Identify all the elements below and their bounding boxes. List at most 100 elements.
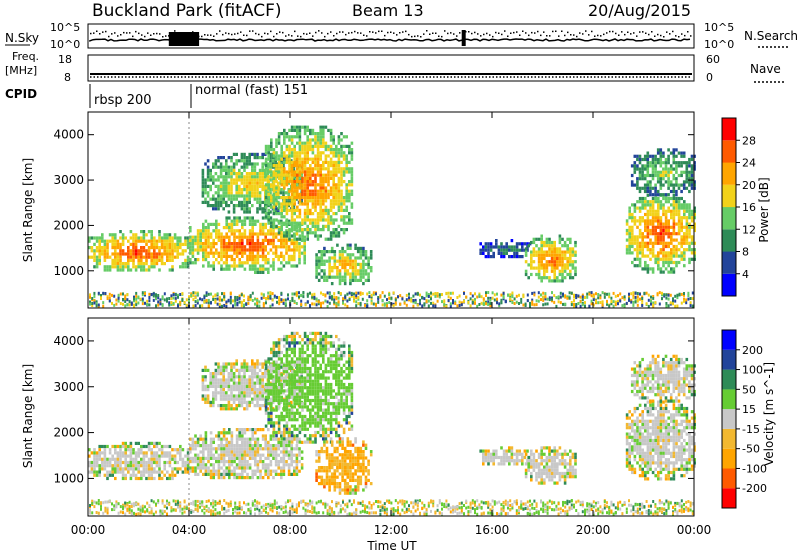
ground-scatter-cell bbox=[141, 299, 144, 303]
echo-cell bbox=[690, 164, 694, 168]
echo-cell bbox=[670, 260, 673, 265]
echo-cell bbox=[680, 173, 683, 178]
echo-cell bbox=[349, 262, 352, 266]
echo-cell bbox=[267, 267, 270, 271]
echo-cell bbox=[222, 168, 225, 172]
echo-cell bbox=[675, 209, 678, 213]
nsky-burst bbox=[168, 32, 200, 46]
echo-cell bbox=[311, 180, 315, 184]
echo-cell bbox=[267, 199, 270, 203]
echo-cell bbox=[324, 141, 328, 145]
ground-scatter-cell bbox=[247, 295, 250, 299]
ground-scatter-cell bbox=[493, 293, 496, 297]
nsearch-point bbox=[120, 34, 122, 36]
echo-cell bbox=[303, 157, 307, 161]
echo-cell bbox=[212, 181, 215, 185]
echo-cell bbox=[253, 156, 257, 160]
echo-cell bbox=[311, 132, 315, 136]
echo-cell bbox=[283, 202, 286, 206]
ground-scatter-cell bbox=[584, 301, 586, 305]
nsearch-point bbox=[504, 30, 506, 32]
echo-cell bbox=[351, 266, 355, 270]
echo-cell bbox=[553, 244, 556, 248]
echo-cell bbox=[508, 245, 511, 249]
echo-cell bbox=[335, 199, 338, 203]
echo-cell bbox=[248, 156, 251, 160]
ground-scatter-cell bbox=[353, 295, 355, 299]
echo-cell bbox=[137, 258, 140, 262]
echo-cell bbox=[173, 242, 177, 246]
echo-cell bbox=[641, 251, 644, 255]
nsearch-point bbox=[300, 35, 302, 38]
echo-cell bbox=[212, 264, 215, 268]
ground-scatter-cell bbox=[665, 296, 668, 300]
echo-cell bbox=[675, 232, 678, 236]
echo-cell bbox=[288, 189, 291, 193]
echo-cell bbox=[153, 255, 156, 259]
echo-cell bbox=[319, 192, 322, 196]
nsearch-point bbox=[399, 32, 401, 34]
echo-cell bbox=[638, 200, 642, 204]
echo-cell bbox=[309, 189, 312, 193]
echo-cell bbox=[484, 255, 488, 259]
echo-cell bbox=[646, 244, 650, 249]
echo-cell bbox=[675, 203, 678, 207]
nsearch-point bbox=[132, 35, 134, 38]
echo-cell bbox=[283, 231, 286, 235]
echo-cell bbox=[633, 238, 637, 242]
echo-cell bbox=[500, 248, 503, 252]
echo-cell bbox=[248, 251, 252, 255]
echo-cell bbox=[301, 196, 304, 200]
echo-cell bbox=[303, 176, 307, 180]
echo-cell bbox=[209, 447, 213, 451]
echo-cell bbox=[251, 204, 254, 208]
ground-scatter-cell bbox=[531, 291, 534, 295]
echo-cell bbox=[646, 154, 650, 158]
echo-cell bbox=[253, 191, 257, 195]
echo-cell bbox=[134, 460, 138, 465]
echo-cell bbox=[282, 245, 286, 249]
echo-cell bbox=[212, 175, 215, 179]
echo-cell bbox=[651, 193, 655, 197]
echo-cell bbox=[233, 245, 236, 249]
ground-scatter-cell bbox=[372, 291, 375, 295]
ground-scatter-cell bbox=[95, 302, 98, 306]
echo-cell bbox=[233, 453, 236, 457]
echo-cell bbox=[241, 450, 244, 454]
echo-cell bbox=[264, 205, 268, 209]
nsearch-point bbox=[303, 32, 305, 35]
echo-cell bbox=[261, 188, 264, 192]
ground-scatter-cell bbox=[137, 295, 140, 299]
echo-cell bbox=[680, 235, 683, 239]
echo-cell bbox=[317, 250, 321, 254]
echo-cell bbox=[283, 205, 286, 209]
echo-cell bbox=[280, 224, 283, 228]
ground-scatter-cell bbox=[625, 301, 628, 305]
echo-cell bbox=[327, 196, 330, 200]
ground-scatter-cell bbox=[185, 298, 188, 302]
echo-cell bbox=[225, 440, 228, 444]
echo-cell bbox=[233, 219, 236, 223]
ground-scatter-cell bbox=[667, 293, 670, 297]
echo-cell bbox=[362, 259, 365, 263]
echo-cell bbox=[212, 447, 215, 451]
echo-cell bbox=[147, 460, 151, 465]
echo-cell bbox=[337, 199, 341, 203]
nsearch-point bbox=[279, 31, 281, 33]
echo-cell bbox=[553, 279, 556, 283]
nsearch-point bbox=[405, 30, 407, 33]
echo-cell bbox=[158, 448, 161, 452]
echo-cell bbox=[290, 258, 293, 262]
echo-cell bbox=[303, 173, 307, 177]
echo-cell bbox=[132, 467, 135, 471]
echo-cell bbox=[212, 222, 215, 226]
ground-scatter-cell bbox=[614, 294, 617, 298]
echo-cell bbox=[349, 253, 352, 257]
echo-cell bbox=[350, 205, 354, 209]
echo-cell bbox=[230, 264, 234, 268]
echo-cell bbox=[641, 157, 644, 162]
echo-cell bbox=[657, 222, 660, 226]
echo-cell bbox=[253, 194, 257, 198]
echo-cell bbox=[235, 453, 239, 457]
nsearch-point bbox=[489, 34, 491, 36]
